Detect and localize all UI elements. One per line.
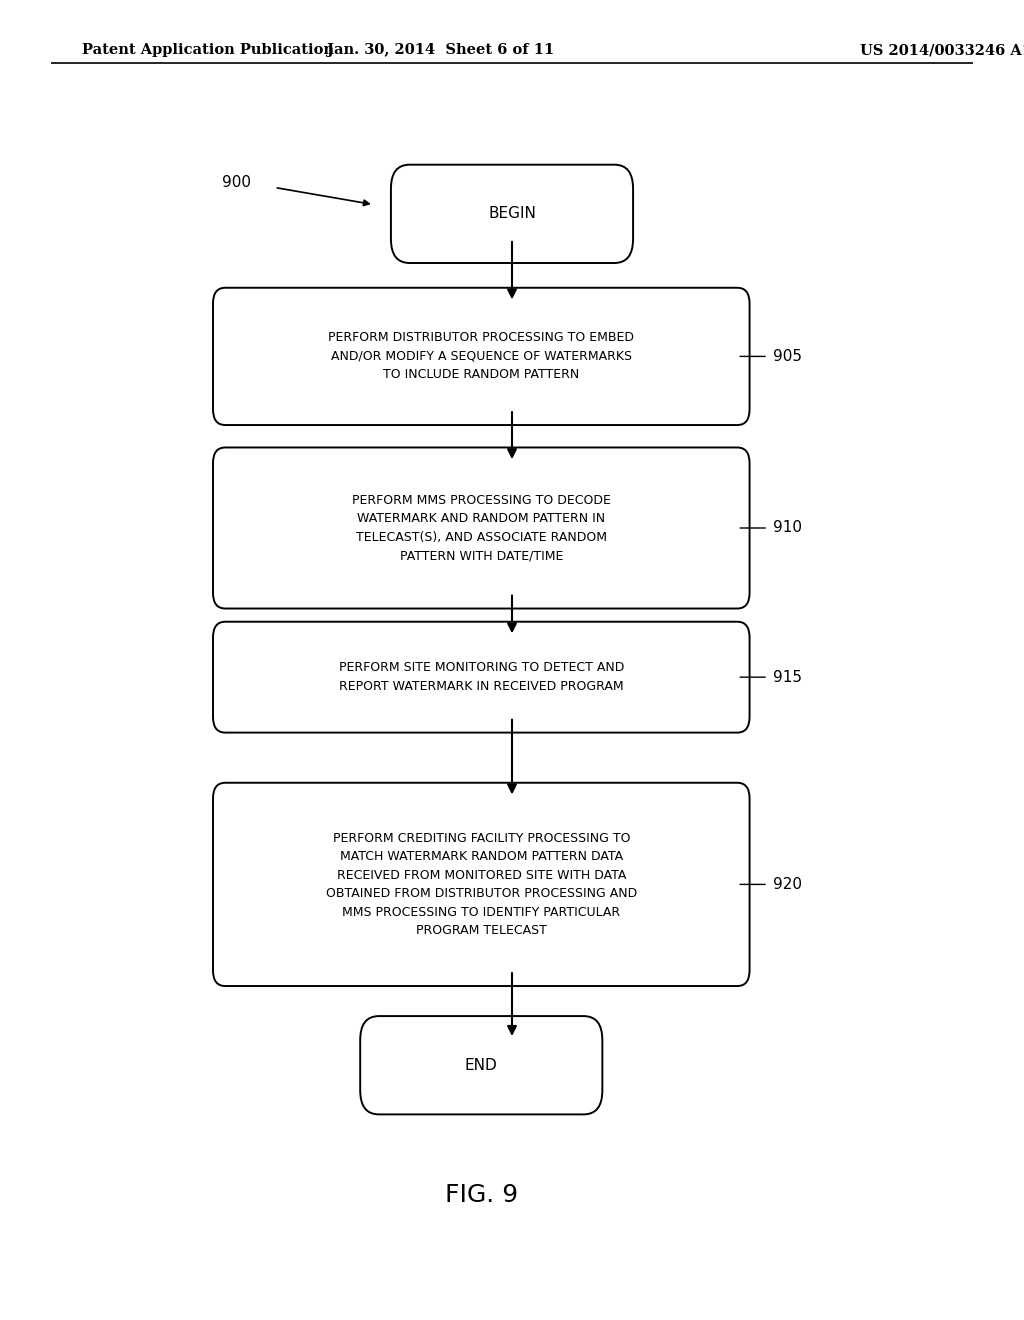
Text: 900: 900 bbox=[222, 174, 251, 190]
Text: BEGIN: BEGIN bbox=[488, 206, 536, 222]
Text: PERFORM MMS PROCESSING TO DECODE
WATERMARK AND RANDOM PATTERN IN
TELECAST(S), AN: PERFORM MMS PROCESSING TO DECODE WATERMA… bbox=[352, 494, 610, 562]
FancyBboxPatch shape bbox=[391, 165, 633, 263]
Text: 910: 910 bbox=[773, 520, 802, 536]
Text: Jan. 30, 2014  Sheet 6 of 11: Jan. 30, 2014 Sheet 6 of 11 bbox=[327, 44, 554, 57]
Text: Patent Application Publication: Patent Application Publication bbox=[82, 44, 334, 57]
FancyBboxPatch shape bbox=[213, 288, 750, 425]
FancyBboxPatch shape bbox=[213, 622, 750, 733]
Text: END: END bbox=[465, 1057, 498, 1073]
Text: FIG. 9: FIG. 9 bbox=[444, 1183, 518, 1206]
Text: 905: 905 bbox=[773, 348, 802, 364]
Text: PERFORM CREDITING FACILITY PROCESSING TO
MATCH WATERMARK RANDOM PATTERN DATA
REC: PERFORM CREDITING FACILITY PROCESSING TO… bbox=[326, 832, 637, 937]
Text: 920: 920 bbox=[773, 876, 802, 892]
FancyBboxPatch shape bbox=[360, 1016, 602, 1114]
FancyBboxPatch shape bbox=[213, 783, 750, 986]
Text: PERFORM SITE MONITORING TO DETECT AND
REPORT WATERMARK IN RECEIVED PROGRAM: PERFORM SITE MONITORING TO DETECT AND RE… bbox=[339, 661, 624, 693]
Text: PERFORM DISTRIBUTOR PROCESSING TO EMBED
AND/OR MODIFY A SEQUENCE OF WATERMARKS
T: PERFORM DISTRIBUTOR PROCESSING TO EMBED … bbox=[329, 331, 634, 381]
FancyBboxPatch shape bbox=[213, 447, 750, 609]
Text: 915: 915 bbox=[773, 669, 802, 685]
Text: US 2014/0033246 A1: US 2014/0033246 A1 bbox=[860, 44, 1024, 57]
